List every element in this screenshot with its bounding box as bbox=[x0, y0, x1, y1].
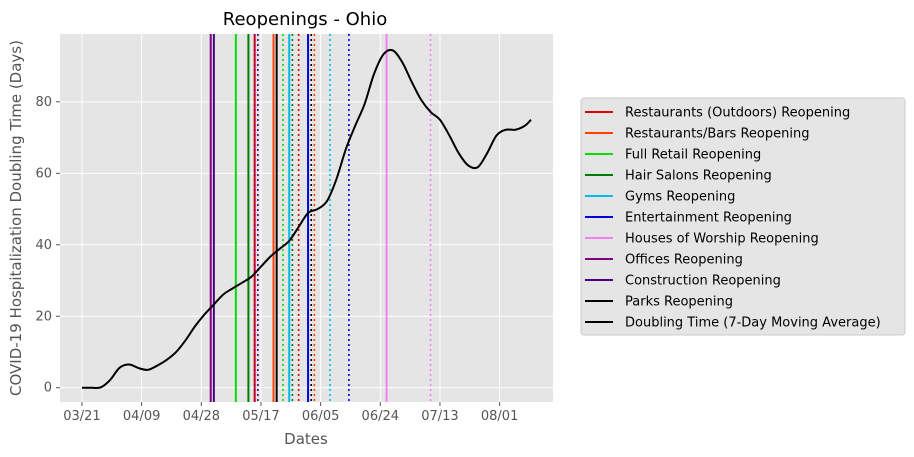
legend-label: Full Retail Reopening bbox=[625, 148, 761, 163]
x-tick-label: 05/17 bbox=[242, 409, 279, 424]
legend-label: Restaurants/Bars Reopening bbox=[625, 127, 809, 142]
x-tick-label: 04/28 bbox=[183, 409, 220, 424]
legend-label: Doubling Time (7-Day Moving Average) bbox=[625, 316, 881, 331]
legend-label: Parks Reopening bbox=[625, 295, 733, 310]
chart-title: Reopenings - Ohio bbox=[223, 9, 387, 30]
y-tick-labels: 0 20 40 60 80 bbox=[35, 95, 60, 396]
x-tick-label: 06/24 bbox=[362, 409, 399, 424]
plot-background bbox=[60, 34, 553, 402]
y-tick-label: 20 bbox=[35, 309, 52, 324]
legend-label: Houses of Worship Reopening bbox=[625, 232, 819, 247]
legend-label: Hair Salons Reopening bbox=[625, 169, 772, 184]
y-axis-label: COVID-19 Hospitalization Doubling Time (… bbox=[7, 40, 25, 396]
x-tick-labels: 03/21 04/09 04/28 05/17 06/05 06/24 07/13 08/01 bbox=[63, 402, 518, 424]
legend-label: Construction Reopening bbox=[625, 274, 781, 289]
x-tick-label: 03/21 bbox=[63, 409, 100, 424]
legend-label: Restaurants (Outdoors) Reopening bbox=[625, 106, 850, 121]
x-tick-label: 07/13 bbox=[421, 409, 458, 424]
legend-label: Offices Reopening bbox=[625, 253, 743, 268]
x-axis-label: Dates bbox=[284, 430, 328, 448]
series-group bbox=[81, 48, 532, 390]
y-tick-label: 80 bbox=[35, 95, 52, 110]
legend-box bbox=[580, 97, 906, 336]
legend-label: Gyms Reopening bbox=[625, 190, 735, 205]
x-tick-label: 08/01 bbox=[481, 409, 518, 424]
gridlines bbox=[60, 34, 553, 402]
reopening-lines bbox=[209, 34, 432, 402]
legend: Restaurants (Outdoors) Reopening Restaura… bbox=[580, 97, 906, 336]
y-tick-label: 0 bbox=[44, 381, 52, 396]
x-tick-label: 04/09 bbox=[123, 409, 160, 424]
y-tick-label: 60 bbox=[35, 166, 52, 181]
doubling-time-line bbox=[81, 48, 532, 390]
x-tick-label: 06/05 bbox=[302, 409, 339, 424]
legend-label: Entertainment Reopening bbox=[625, 211, 792, 226]
y-tick-label: 40 bbox=[35, 238, 52, 253]
